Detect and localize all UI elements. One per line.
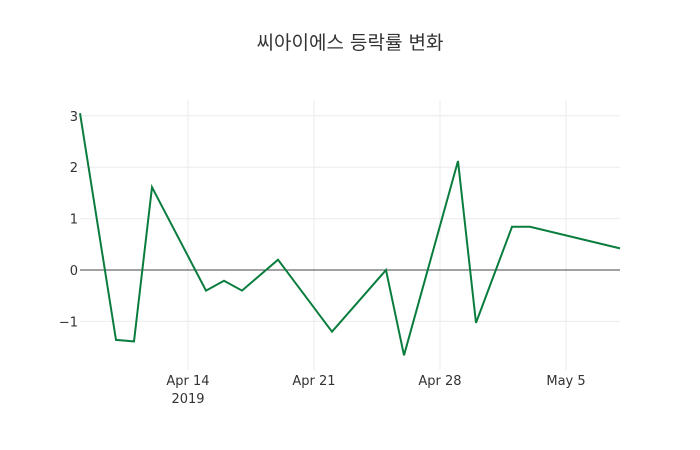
x-tick-label: Apr 28 (418, 374, 461, 389)
y-tick-label: 0 (70, 264, 78, 279)
x-axis-ticks: Apr 14 2019 Apr 21 Apr 28 May 5 (166, 374, 585, 407)
y-tick-label: −1 (59, 315, 78, 330)
x-tick-label: Apr 21 (292, 374, 335, 389)
gridlines (80, 100, 620, 370)
chart-title: 씨아이에스 등락률 변화 (256, 32, 444, 54)
y-tick-label: 1 (70, 213, 78, 228)
data-series (79, 113, 621, 356)
x-tick-label: Apr 14 (166, 374, 209, 389)
series-line (79, 113, 621, 356)
x-tick-label: May 5 (546, 374, 585, 389)
y-tick-label: 2 (70, 161, 78, 176)
x-tick-year-label: 2019 (171, 392, 204, 407)
y-tick-label: 3 (70, 110, 78, 125)
y-axis-ticks: 3 2 1 0 −1 (59, 110, 78, 331)
